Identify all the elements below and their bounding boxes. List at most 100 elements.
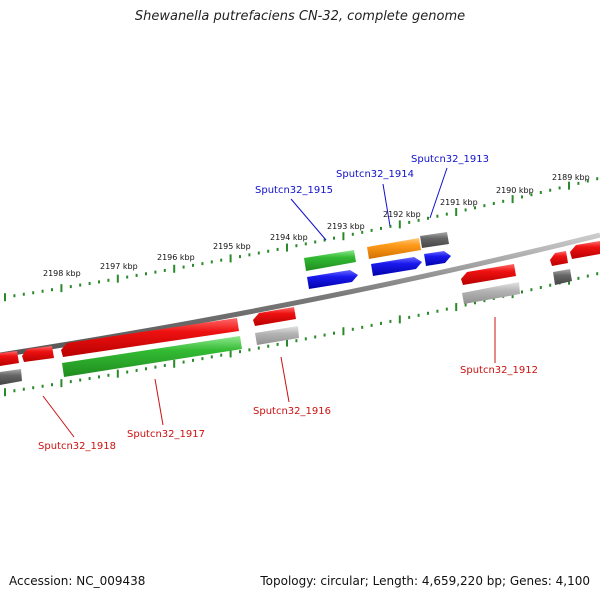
major-tick [60,379,63,388]
major-tick [511,195,514,204]
minor-tick [41,289,44,293]
minor-tick [32,386,35,390]
accession-text: Accession: NC_009438 [9,574,146,588]
tick-label: 2194 kbp [270,233,308,242]
minor-tick [13,294,16,298]
gene-label-1913[interactable]: Sputcn32_1913 [411,154,489,165]
minor-tick [210,260,213,264]
major-tick [398,315,401,324]
minor-tick [154,270,157,274]
minor-tick [417,313,420,317]
gene-arrow-1913-gray[interactable] [420,232,449,248]
minor-tick [32,291,35,295]
minor-tick [88,281,91,285]
minor-tick [220,258,223,262]
minor-tick [370,323,373,327]
minor-tick [304,337,307,341]
gene-label-1914[interactable]: Sputcn32_1914 [336,169,414,180]
leader-line-1913 [429,167,448,219]
minor-tick [79,283,82,287]
minor-tick [445,307,448,311]
gene-arrow-right-red-small[interactable] [550,251,568,266]
minor-tick [41,384,44,388]
major-tick [398,220,401,229]
minor-tick [304,242,307,246]
minor-tick [521,195,523,199]
major-tick [455,303,458,312]
minor-tick [314,240,317,244]
tick-label: 2196 kbp [157,253,195,262]
minor-tick [239,255,241,259]
minor-tick [182,360,185,364]
gene-arrow-1918-red[interactable] [22,346,54,362]
gene-label-1915[interactable]: Sputcn32_1915 [255,185,333,196]
gene-label-1917[interactable]: Sputcn32_1917 [127,429,205,440]
gene-arrow-1912-red[interactable] [461,264,516,285]
minor-tick [22,387,25,391]
tick-label: 2192 kbp [383,210,421,219]
minor-tick [549,188,552,192]
minor-tick [474,206,476,210]
minor-tick [22,292,25,296]
minor-tick [154,365,157,369]
gene-arrow-1916-lgray[interactable] [255,326,299,345]
minor-tick [445,212,448,216]
minor-tick [13,389,16,393]
minor-tick [539,190,542,194]
minor-tick [483,299,486,303]
minor-tick [220,353,223,357]
gene-arrow-right-gray-small[interactable] [553,269,572,285]
minor-tick [380,321,382,325]
minor-tick [558,186,561,190]
minor-tick [464,208,467,212]
gene-arrow-1914-orange[interactable] [367,238,421,259]
minor-tick [596,177,599,181]
gene-arrow-1914-blue[interactable] [371,257,422,276]
minor-tick [333,236,335,240]
minor-tick [276,342,279,346]
minor-tick [323,333,326,337]
gene-arrow-1915-blue[interactable] [307,270,358,289]
major-tick [342,327,345,336]
gene-arrow-1916-red[interactable] [253,307,296,326]
minor-tick [126,370,129,374]
minor-tick [267,344,270,348]
minor-tick [408,220,411,224]
minor-tick [267,249,270,253]
minor-tick [257,346,260,350]
minor-tick [380,226,382,230]
minor-tick [276,247,279,251]
major-tick [173,359,176,368]
gene-arrow-1912-lgray[interactable] [462,282,520,304]
leader-line-1914 [382,183,391,227]
minor-tick [126,275,129,279]
minor-tick [436,309,439,313]
gene-arrow-left-red-edge[interactable] [0,351,19,366]
minor-tick [201,357,204,361]
major-tick [342,232,345,241]
gene-arrow-1917-green[interactable] [62,336,242,377]
minor-tick [51,288,53,292]
minor-tick [389,319,392,323]
gene-arrow-1917-red[interactable] [61,318,239,357]
minor-tick [492,201,495,205]
gene-arrow-right-red-edge[interactable] [570,241,600,259]
gene-label-1916[interactable]: Sputcn32_1916 [253,406,331,417]
gene-arrow-1915-green[interactable] [304,250,356,271]
minor-tick [539,285,542,289]
major-tick [229,254,232,263]
minor-tick [586,274,589,278]
minor-tick [427,216,429,220]
minor-tick [69,285,72,289]
minor-tick [333,331,335,335]
gene-label-1918[interactable]: Sputcn32_1918 [38,441,116,452]
gene-label-1912[interactable]: Sputcn32_1912 [460,365,538,376]
minor-tick [408,315,411,319]
minor-tick [135,368,138,372]
leader-line-1917 [154,378,164,426]
major-tick [286,243,288,252]
minor-tick [549,283,552,287]
gene-arrow-left-gray-edge[interactable] [0,369,22,385]
major-tick [116,369,119,378]
gene-arrow-1913-blue[interactable] [424,251,451,266]
